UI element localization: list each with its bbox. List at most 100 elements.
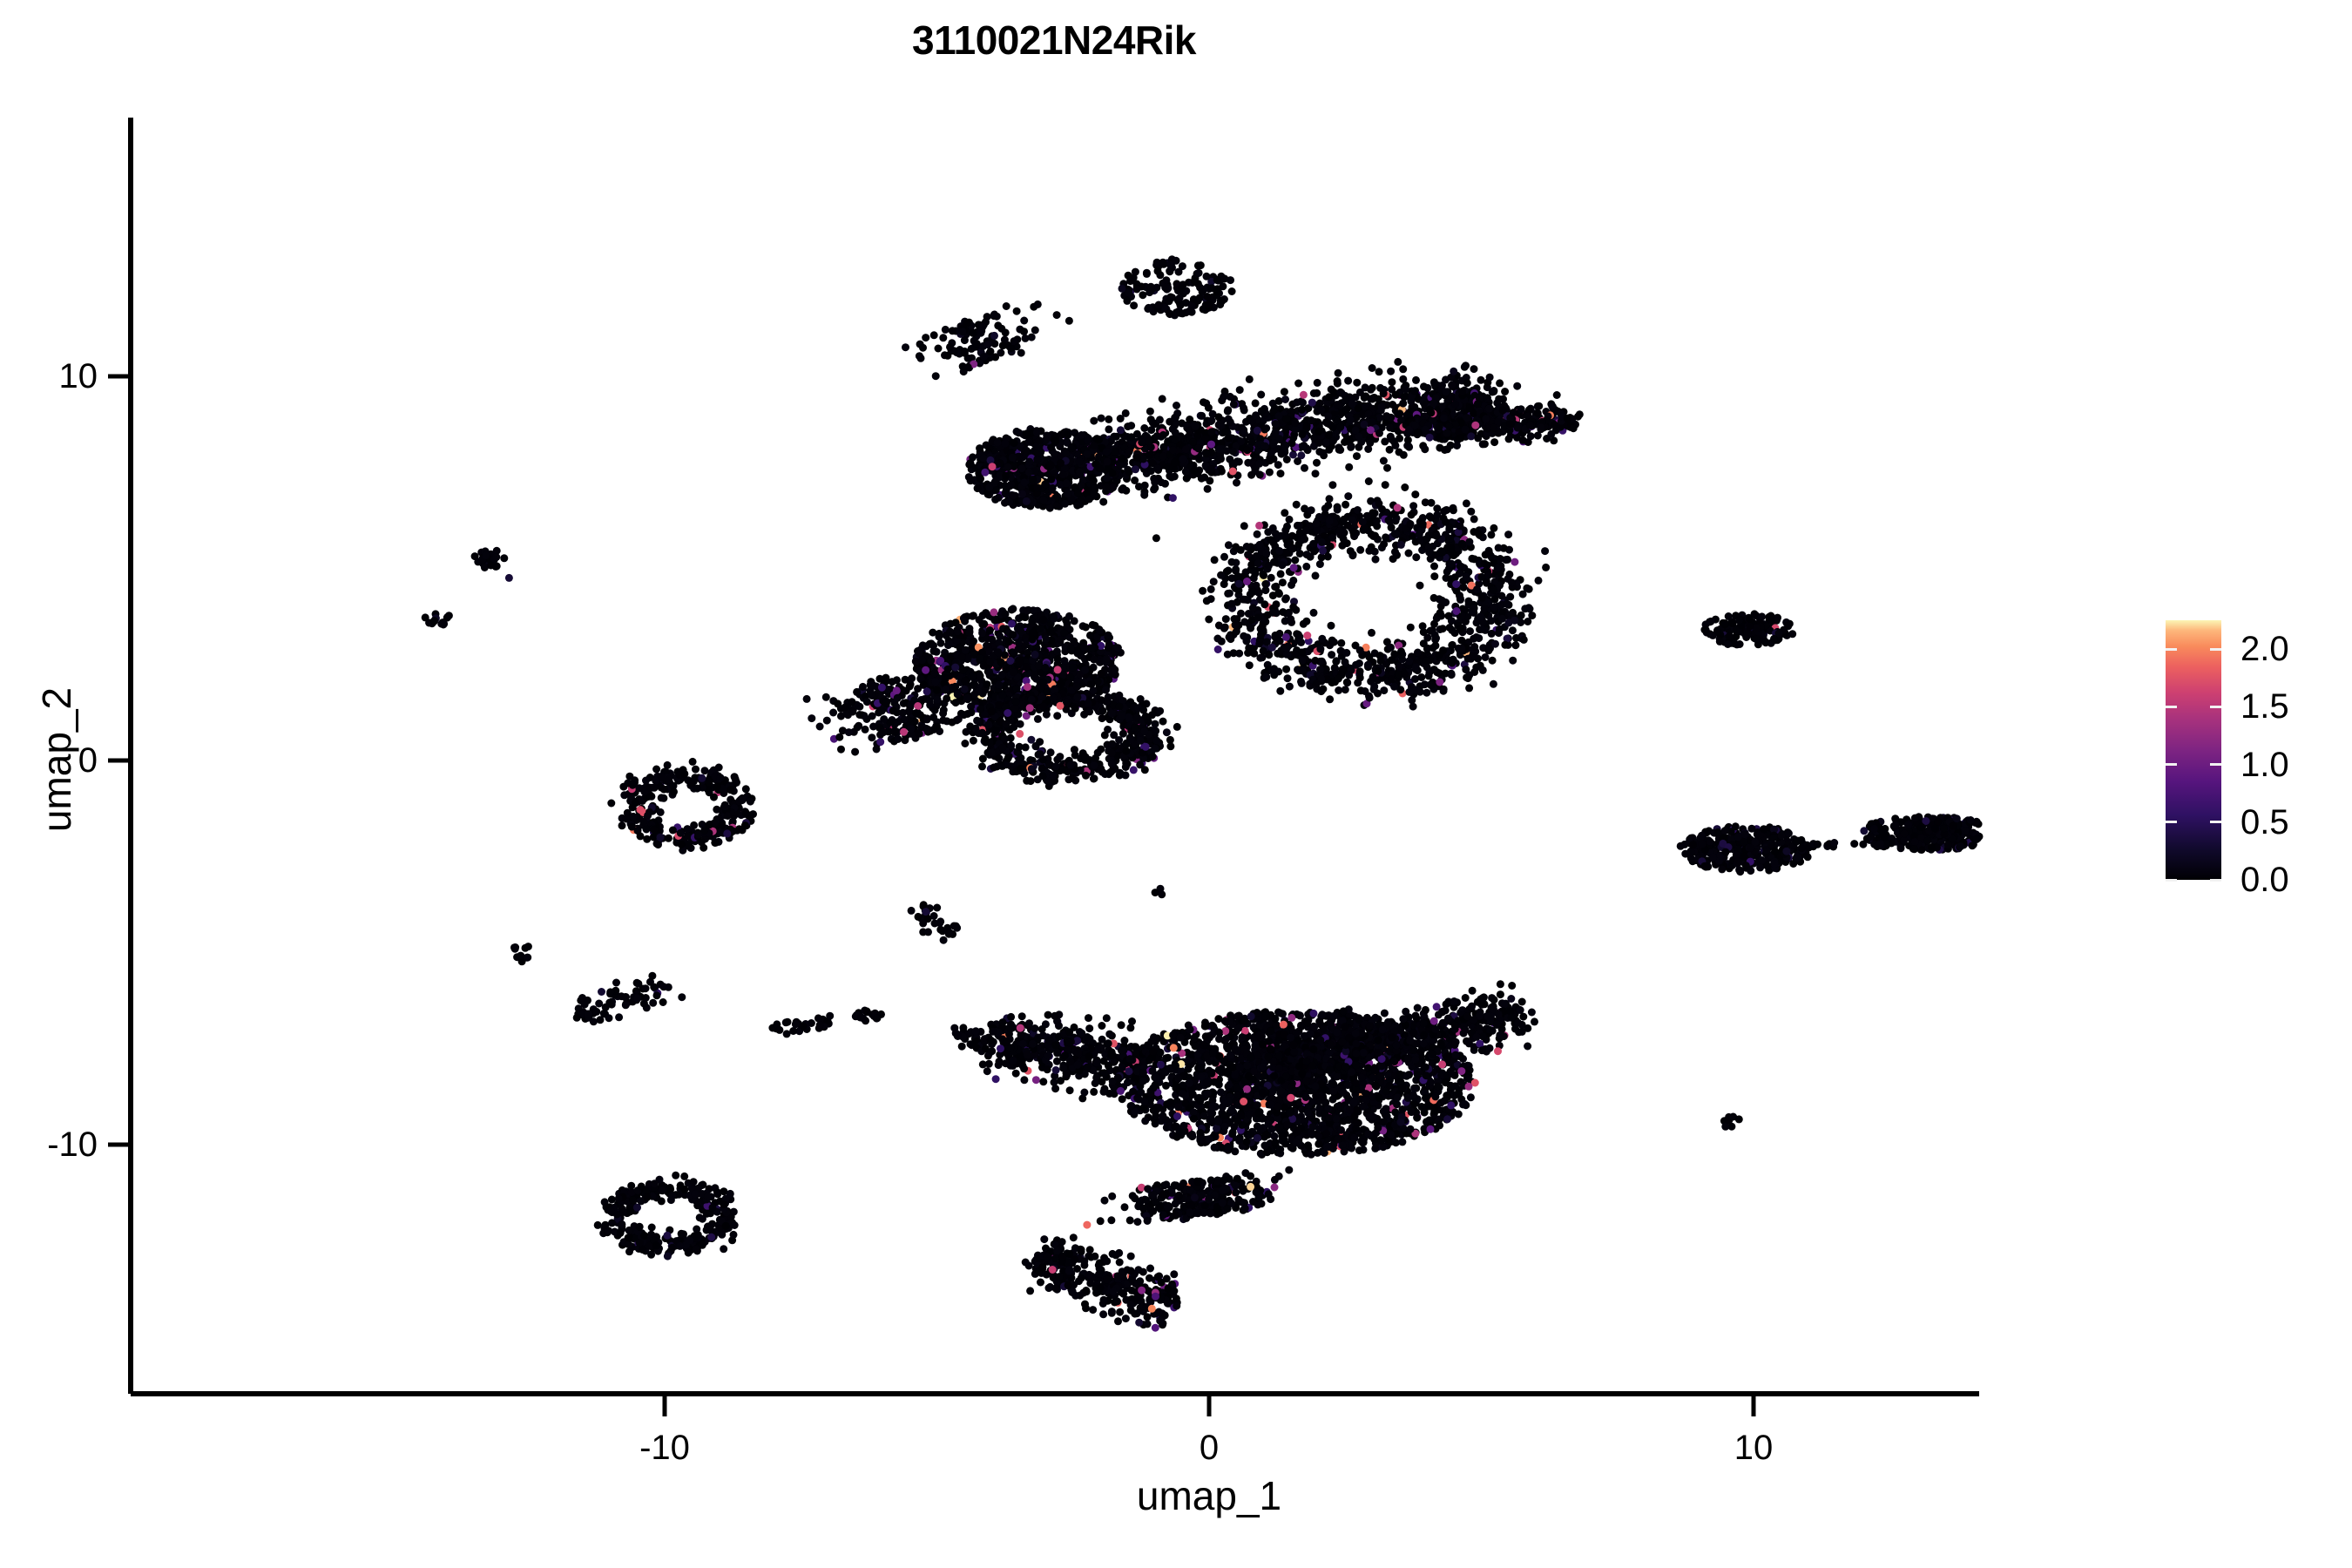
scatter-point (1309, 608, 1318, 617)
scatter-point (1218, 297, 1227, 306)
scatter-point (1240, 404, 1248, 412)
scatter-point (1234, 586, 1243, 595)
scatter-point (1289, 450, 1297, 459)
scatter-point (1449, 506, 1457, 515)
scatter-point (1371, 555, 1380, 564)
scatter-point (1421, 425, 1429, 434)
scatter-point (1368, 364, 1376, 372)
scatter-point (1256, 653, 1265, 662)
scatter-point (1342, 406, 1350, 414)
scatter-point (929, 641, 937, 650)
scatter-point (1240, 426, 1248, 435)
scatter-point (1125, 447, 1133, 456)
scatter-point (1139, 291, 1147, 300)
scatter-point (1023, 776, 1031, 785)
scatter-point (1022, 497, 1031, 505)
scatter-point (1225, 589, 1233, 598)
scatter-point (1153, 267, 1162, 275)
scatter-point (1348, 400, 1356, 408)
scatter-point (1213, 645, 1222, 653)
scatter-point (1369, 532, 1378, 540)
scatter-point (1335, 686, 1343, 694)
scatter-point (1416, 687, 1424, 696)
scatter-point (1260, 425, 1269, 434)
scatter-point (1281, 594, 1290, 603)
scatter-point (1349, 528, 1358, 537)
scatter-point (1526, 421, 1534, 429)
scatter-point (915, 352, 923, 361)
scatter-point (1511, 641, 1520, 650)
scatter-point (1411, 490, 1420, 499)
scatter-point (1298, 648, 1307, 657)
scatter-point (1533, 431, 1542, 440)
scatter-point (1024, 468, 1033, 476)
scatter-point (991, 476, 1000, 485)
scatter-point (1266, 456, 1274, 465)
scatter-point (1205, 300, 1213, 308)
scatter-point (1099, 497, 1108, 506)
scatter-point (1403, 436, 1412, 444)
scatter-point (1022, 446, 1030, 455)
scatter-point (1380, 540, 1389, 549)
scatter-point (1477, 612, 1485, 621)
scatter-point (1493, 564, 1502, 572)
scatter-point (1436, 678, 1444, 686)
scatter-point (1039, 496, 1048, 504)
scatter-point (1440, 414, 1448, 422)
scatter-point (1542, 563, 1551, 571)
scatter-point (1509, 656, 1517, 665)
scatter-point (1058, 470, 1067, 479)
scatter-point (1569, 424, 1578, 433)
scatter-point (1326, 695, 1335, 704)
scatter-point (1074, 649, 1083, 657)
scatter-point (1445, 422, 1454, 430)
scatter-point (1258, 622, 1267, 631)
scatter-point (1463, 654, 1472, 663)
scatter-point (1421, 680, 1429, 689)
scatter-point (1223, 407, 1232, 416)
scatter-point (972, 340, 981, 348)
scatter-point (1504, 555, 1511, 564)
scatter-point (1498, 614, 1506, 623)
scatter-point (1430, 380, 1439, 389)
scatter-point (1152, 432, 1161, 441)
scatter-point (1508, 626, 1517, 635)
scatter-point (1029, 476, 1037, 484)
scatter-point (1168, 494, 1177, 503)
scatter-point (1309, 389, 1318, 397)
scatter-point (1485, 404, 1493, 413)
scatter-point (1509, 409, 1517, 417)
scatter-point (960, 336, 969, 345)
scatter-point (1173, 402, 1180, 409)
scatter-point (1235, 386, 1244, 395)
scatter-point (1511, 616, 1519, 625)
scatter-point (1341, 658, 1349, 666)
scatter-point (1073, 489, 1082, 497)
scatter-point (1127, 422, 1136, 430)
scatter-point (1051, 456, 1059, 464)
scatter-point (939, 334, 948, 342)
scatter-point (1017, 627, 1025, 636)
scatter-point (1410, 387, 1419, 395)
scatter-point (1002, 302, 1010, 310)
scatter-point (1239, 595, 1247, 604)
scatter-point (1175, 294, 1184, 302)
scatter-point (1436, 443, 1444, 452)
scatter-point (1474, 400, 1482, 409)
scatter-point (1385, 445, 1394, 454)
scatter-point (1335, 445, 1343, 454)
scatter-point (1088, 473, 1097, 482)
scatter-point (1356, 545, 1365, 554)
scatter-point (1465, 404, 1474, 413)
scatter-point (1095, 626, 1104, 635)
scatter-point (953, 627, 962, 636)
scatter-point (1418, 520, 1427, 529)
scatter-point (1550, 421, 1558, 429)
scatter-point (1390, 682, 1399, 691)
scatter-point (1292, 500, 1301, 509)
scatter-point (942, 632, 950, 639)
scatter-point (1478, 666, 1487, 674)
scatter-point (995, 680, 1004, 689)
scatter-point (1383, 463, 1391, 472)
